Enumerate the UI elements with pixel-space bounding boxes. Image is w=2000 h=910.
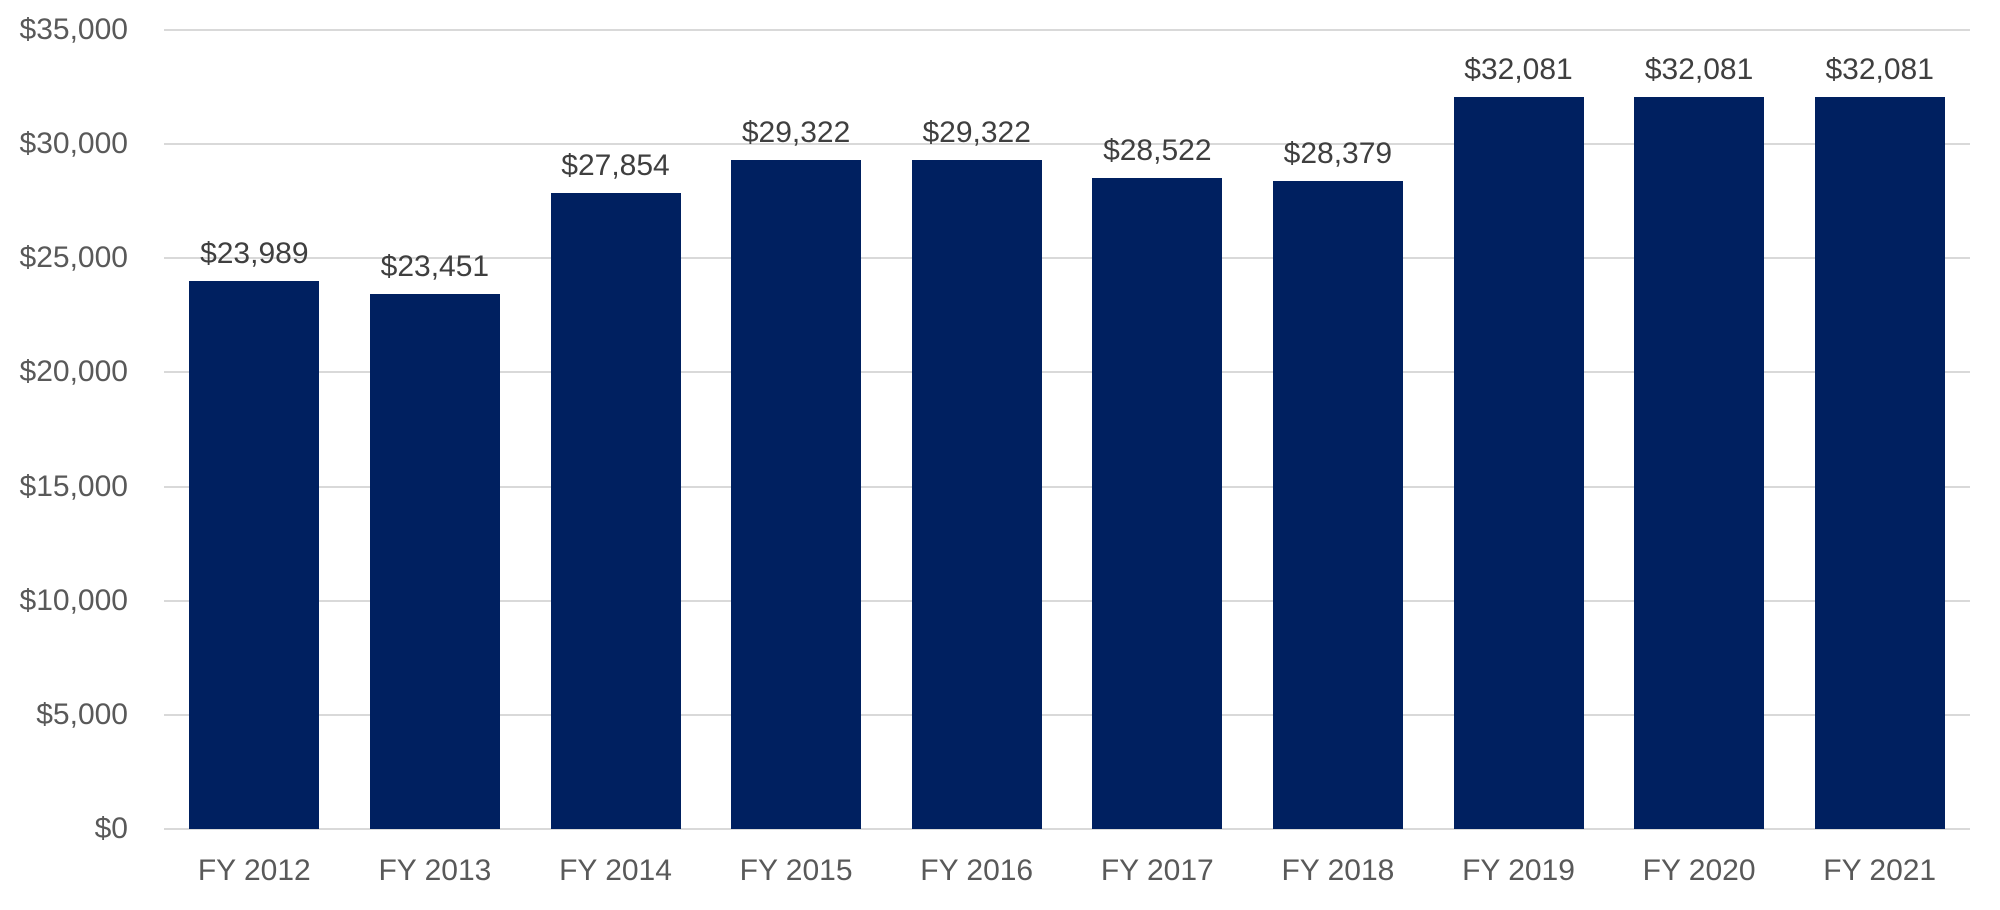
gridline bbox=[164, 371, 1970, 374]
bar-value-label-fy-2014: $27,854 bbox=[561, 149, 670, 183]
bar-value-label-fy-2020: $32,081 bbox=[1644, 52, 1754, 86]
x-axis-category-label-fy-2018: FY 2018 bbox=[1281, 854, 1395, 887]
x-axis-category-label-fy-2014: FY 2014 bbox=[559, 854, 672, 887]
bar-fy-2016 bbox=[911, 159, 1042, 829]
bar-fy-2019 bbox=[1453, 96, 1584, 829]
gridline bbox=[164, 29, 1970, 31]
bar-value-label-fy-2017: $28,522 bbox=[1103, 133, 1212, 167]
bar-value-label-fy-2015: $29,322 bbox=[741, 115, 851, 149]
x-axis-category-label-fy-2013: FY 2013 bbox=[378, 854, 492, 887]
x-axis-category-label-fy-2019: FY 2019 bbox=[1462, 854, 1575, 887]
bar-fy-2014 bbox=[550, 193, 681, 829]
bar-fy-2013 bbox=[369, 293, 500, 829]
y-axis-tick-label: $30,000 bbox=[19, 127, 128, 161]
y-axis-tick-label: $15,000 bbox=[19, 469, 128, 503]
x-axis-category-label-fy-2020: FY 2020 bbox=[1642, 854, 1756, 887]
x-axis-category-label-fy-2016: FY 2016 bbox=[920, 854, 1034, 887]
bar-value-label-fy-2012: $23,989 bbox=[200, 237, 309, 271]
gridline bbox=[164, 257, 1970, 260]
bar-value-label-fy-2021: $32,081 bbox=[1825, 52, 1934, 86]
gridline bbox=[164, 485, 1970, 488]
bar-fy-2017 bbox=[1092, 177, 1223, 829]
y-axis-tick-label: $0 bbox=[94, 812, 128, 845]
y-axis-tick-label: $20,000 bbox=[19, 355, 128, 389]
bar-fy-2018 bbox=[1272, 181, 1403, 829]
gridline bbox=[164, 713, 1970, 716]
x-axis-category-label-fy-2021: FY 2021 bbox=[1823, 854, 1937, 887]
bar-value-label-fy-2016: $29,322 bbox=[922, 115, 1031, 149]
bar-value-label-fy-2019: $32,081 bbox=[1464, 52, 1573, 86]
bar-fy-2021 bbox=[1814, 96, 1945, 829]
gridline bbox=[164, 828, 1970, 830]
bar-fy-2015 bbox=[731, 159, 862, 829]
x-axis-category-label-fy-2015: FY 2015 bbox=[739, 854, 853, 887]
bar-value-label-fy-2013: $23,451 bbox=[380, 249, 490, 283]
x-axis-category-label-fy-2012: FY 2012 bbox=[197, 854, 311, 887]
y-axis-tick-label: $35,000 bbox=[19, 13, 128, 46]
bar-value-label-fy-2018: $28,379 bbox=[1283, 137, 1393, 171]
y-axis-tick-label: $25,000 bbox=[19, 241, 128, 275]
y-axis-tick-label: $10,000 bbox=[19, 583, 128, 617]
x-axis-category-label-fy-2017: FY 2017 bbox=[1100, 854, 1214, 887]
gridline bbox=[164, 143, 1970, 146]
y-axis-tick-label: $5,000 bbox=[36, 697, 128, 731]
bar-fy-2012 bbox=[189, 281, 320, 829]
bar-fy-2020 bbox=[1634, 96, 1765, 829]
gridline bbox=[164, 599, 1970, 602]
